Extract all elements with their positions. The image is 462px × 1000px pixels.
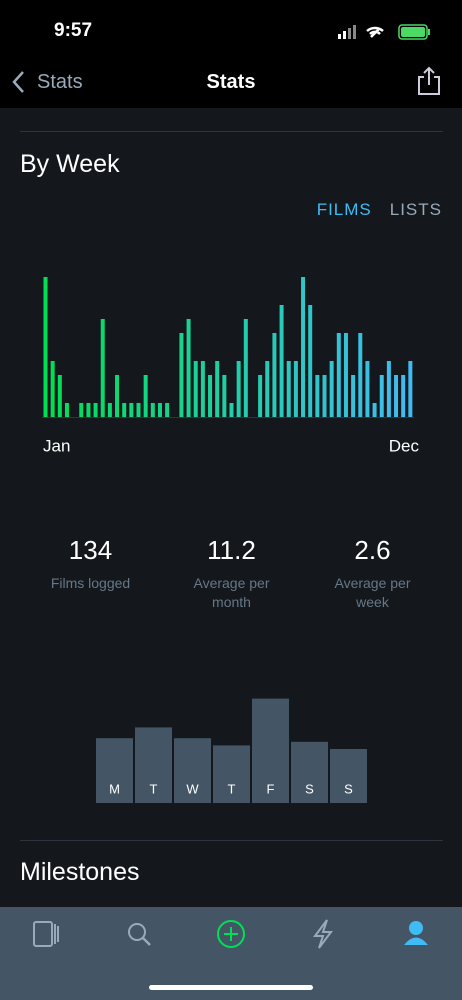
day-bar <box>291 741 328 803</box>
divider <box>20 840 443 841</box>
week-bar <box>315 375 320 417</box>
week-bar <box>100 319 105 417</box>
day-bar <box>252 698 289 803</box>
week-bar <box>336 333 341 417</box>
week-bar <box>379 375 384 417</box>
day-label: S <box>305 781 314 796</box>
week-bar <box>43 277 48 417</box>
week-bar <box>200 361 205 417</box>
time: 9:57 <box>54 20 93 41</box>
week-bar <box>272 333 277 417</box>
day-bar <box>213 745 250 803</box>
week-bar <box>258 375 263 417</box>
share-icon[interactable] <box>416 66 442 96</box>
week-bar <box>365 361 370 417</box>
week-bar <box>279 305 284 417</box>
week-bar <box>107 403 112 417</box>
week-bar <box>372 403 377 417</box>
day-bar <box>330 749 367 803</box>
stat: 11.2 Average per month <box>161 535 302 612</box>
section-heading: By Week <box>20 150 120 178</box>
activity-tab[interactable] <box>313 919 333 949</box>
day-label: S <box>344 781 353 796</box>
stats: 134 Films logged 11.2 Average per month 2.6 A… <box>20 535 443 612</box>
week-bar <box>308 305 313 417</box>
tab-bar <box>0 907 462 1000</box>
day-label: M <box>109 781 120 796</box>
week-bar <box>293 361 298 417</box>
diary-tab[interactable] <box>33 921 53 947</box>
tabs: FILMS LISTS <box>317 200 442 220</box>
week-bar <box>236 361 241 417</box>
week-bar <box>229 403 234 417</box>
header <box>0 0 462 108</box>
week-bar <box>122 403 127 417</box>
stat-value: 2.6 <box>354 535 391 565</box>
profile-tab[interactable] <box>409 921 423 935</box>
week-bar <box>351 375 356 417</box>
week-bar <box>329 361 334 417</box>
tab[interactable]: FILMS <box>316 200 372 219</box>
day-label: F <box>267 781 275 796</box>
day-label: T <box>150 781 158 796</box>
week-bar <box>64 403 69 417</box>
stat-label: Average per week <box>334 575 411 610</box>
week-bar <box>157 403 162 417</box>
week-bar <box>129 403 134 417</box>
week-bar <box>50 361 55 417</box>
back-icon[interactable] <box>10 70 30 94</box>
week-bar <box>265 361 270 417</box>
week-bar <box>79 403 84 417</box>
stat-value: 134 <box>68 535 113 565</box>
stat-label: Average per month <box>193 575 270 610</box>
week-bar <box>208 375 213 417</box>
week-bar <box>322 375 327 417</box>
day-label: T <box>228 781 236 796</box>
stat-label: Films logged <box>50 575 131 591</box>
section-heading: Milestones <box>20 858 140 886</box>
search-tab[interactable] <box>128 923 146 941</box>
add-tab[interactable] <box>217 920 245 948</box>
week-bar <box>286 361 291 417</box>
week-bar <box>193 361 198 417</box>
stat: 2.6 Average per week <box>302 535 443 612</box>
week-bar <box>301 277 306 417</box>
week-bar <box>343 333 348 417</box>
x-label: Dec <box>389 436 420 455</box>
week-bar <box>93 403 98 417</box>
week-bar <box>115 375 120 417</box>
day-label: W <box>186 781 199 796</box>
week-bar <box>186 319 191 417</box>
week-bar <box>143 375 148 417</box>
week-chart: Jan Dec <box>42 277 420 455</box>
back-button[interactable]: Stats <box>37 71 83 93</box>
week-bar <box>401 375 406 417</box>
week-bar <box>243 319 248 417</box>
day-bar <box>174 738 211 803</box>
week-bar <box>222 375 227 417</box>
x-label: Jan <box>43 436 70 455</box>
week-bar <box>136 403 141 417</box>
week-bar <box>215 361 220 417</box>
week-bar <box>165 403 170 417</box>
week-bar <box>150 403 155 417</box>
status-icons <box>338 24 430 40</box>
day-bar <box>135 727 172 803</box>
week-bar <box>394 375 399 417</box>
week-bar <box>386 361 391 417</box>
week-bar <box>179 333 184 417</box>
stat-value: 11.2 <box>207 535 256 565</box>
week-bar <box>408 361 413 417</box>
week-bar <box>86 403 91 417</box>
nav-title: Stats <box>206 71 256 93</box>
week-bar <box>57 375 62 417</box>
divider <box>20 131 443 132</box>
tab-icons <box>33 919 428 990</box>
tab[interactable]: LISTS <box>389 200 442 219</box>
week-bar <box>358 333 363 417</box>
stat: 134 Films logged <box>20 535 161 612</box>
day-bar <box>96 738 133 803</box>
